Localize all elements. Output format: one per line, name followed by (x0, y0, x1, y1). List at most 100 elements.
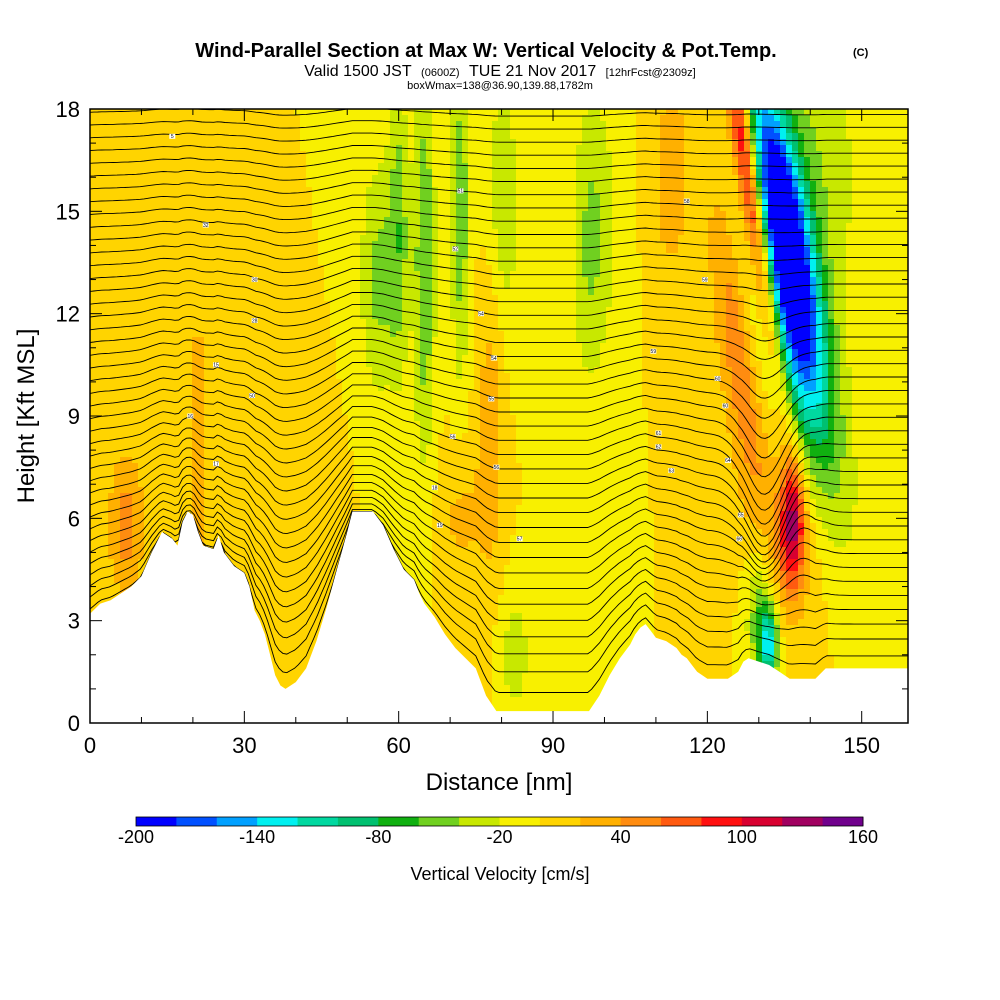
velocity-cell (732, 241, 739, 248)
velocity-cell (606, 259, 613, 266)
velocity-cell (96, 181, 103, 188)
velocity-cell (822, 247, 829, 254)
velocity-cell (102, 313, 109, 320)
velocity-cell (510, 169, 517, 176)
velocity-cell (402, 241, 409, 248)
velocity-cell (174, 313, 181, 320)
velocity-cell (654, 127, 661, 134)
velocity-cell (870, 289, 877, 296)
velocity-cell (234, 187, 241, 194)
velocity-cell (876, 253, 883, 260)
velocity-cell (822, 133, 829, 140)
velocity-cell (906, 295, 913, 302)
velocity-cell (888, 253, 895, 260)
velocity-cell (540, 187, 547, 194)
velocity-cell (846, 193, 853, 200)
velocity-cell (840, 151, 847, 158)
velocity-cell (672, 277, 679, 284)
velocity-cell (90, 115, 97, 122)
velocity-cell (444, 229, 451, 236)
velocity-cell (714, 259, 721, 266)
velocity-cell (888, 319, 895, 326)
velocity-cell (468, 151, 475, 158)
velocity-cell (528, 289, 535, 296)
velocity-cell (792, 241, 799, 248)
velocity-cell (240, 253, 247, 260)
velocity-cell (804, 277, 811, 284)
velocity-cell (114, 307, 121, 314)
velocity-cell (498, 235, 505, 242)
velocity-cell (792, 151, 799, 158)
velocity-cell (156, 289, 163, 296)
velocity-cell (498, 127, 505, 134)
velocity-cell (798, 115, 805, 122)
velocity-cell (174, 163, 181, 170)
velocity-cell (276, 259, 283, 266)
velocity-cell (858, 127, 865, 134)
velocity-cell (642, 271, 649, 278)
velocity-cell (516, 313, 523, 320)
velocity-cell (366, 283, 373, 290)
velocity-cell (576, 259, 583, 266)
velocity-cell (864, 223, 871, 230)
velocity-cell (780, 115, 787, 122)
velocity-cell (426, 241, 433, 248)
velocity-cell (870, 319, 877, 326)
velocity-cell (360, 139, 367, 146)
velocity-cell (102, 247, 109, 254)
velocity-cell (690, 289, 697, 296)
velocity-cell (348, 151, 355, 158)
velocity-cell (468, 301, 475, 308)
velocity-cell (492, 217, 499, 224)
velocity-cell (378, 187, 385, 194)
velocity-cell (504, 319, 511, 326)
velocity-cell (174, 223, 181, 230)
velocity-cell (324, 169, 331, 176)
velocity-cell (402, 295, 409, 302)
velocity-cell (654, 253, 661, 260)
velocity-cell (552, 277, 559, 284)
velocity-cell (666, 295, 673, 302)
velocity-cell (120, 319, 127, 326)
velocity-cell (762, 115, 769, 122)
velocity-cell (864, 229, 871, 236)
velocity-cell (330, 289, 337, 296)
velocity-cell (798, 193, 805, 200)
velocity-cell (690, 169, 697, 176)
velocity-cell (186, 283, 193, 290)
velocity-cell (774, 127, 781, 134)
velocity-cell (450, 319, 457, 326)
velocity-cell (288, 175, 295, 182)
velocity-cell (828, 175, 835, 182)
velocity-cell (498, 193, 505, 200)
velocity-cell (444, 217, 451, 224)
velocity-cell (402, 163, 409, 170)
velocity-cell (540, 211, 547, 218)
velocity-cell (246, 139, 253, 146)
velocity-cell (228, 115, 235, 122)
velocity-cell (102, 301, 109, 308)
velocity-cell (474, 115, 481, 122)
velocity-cell (108, 247, 115, 254)
velocity-cell (654, 121, 661, 128)
velocity-cell (282, 235, 289, 242)
velocity-cell (654, 229, 661, 236)
velocity-cell (852, 175, 859, 182)
velocity-cell (156, 163, 163, 170)
velocity-cell (132, 193, 139, 200)
velocity-cell (324, 139, 331, 146)
velocity-cell (696, 301, 703, 308)
velocity-cell (756, 307, 763, 314)
velocity-cell (684, 271, 691, 278)
velocity-cell (564, 277, 571, 284)
velocity-cell (702, 151, 709, 158)
velocity-cell (246, 127, 253, 134)
velocity-cell (822, 229, 829, 236)
velocity-cell (444, 271, 451, 278)
velocity-cell (858, 253, 865, 260)
velocity-cell (816, 181, 823, 188)
velocity-cell (192, 121, 199, 128)
velocity-cell (624, 145, 631, 152)
velocity-cell (144, 139, 151, 146)
velocity-cell (192, 295, 199, 302)
